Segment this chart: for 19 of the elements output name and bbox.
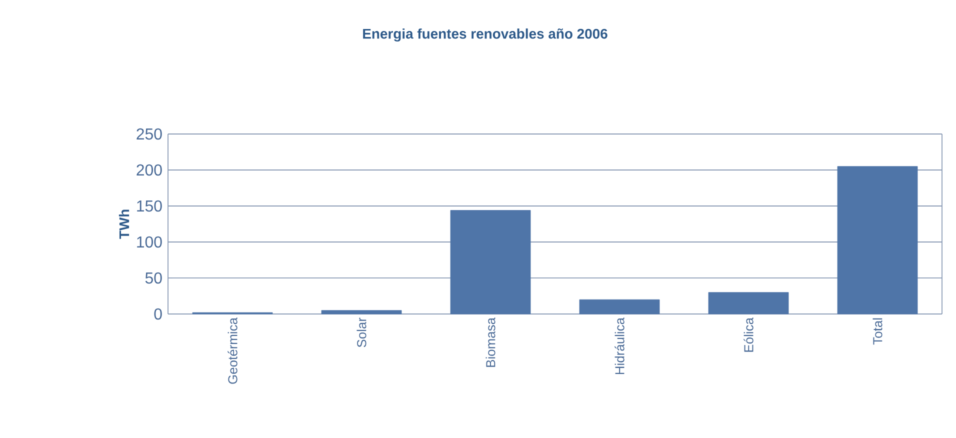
bar [450,210,531,314]
x-tick-label: Geotérmica [228,318,238,384]
x-tick-label: Hidráulica [614,318,624,374]
y-tick-label: 250 [136,128,162,140]
y-tick-label: 200 [136,164,162,176]
x-tick-label: Eólica [744,318,754,352]
y-tick-label: 100 [137,236,162,248]
y-tick-label: 0 [154,308,162,320]
x-tick-label: Biomasa [486,318,496,367]
bar [708,292,789,314]
y-tick-label: 150 [137,200,162,212]
y-tick-label: 50 [145,272,162,284]
bar [579,299,660,314]
bar [321,310,402,314]
y-axis-title: TWh [118,210,130,239]
chart-title: Energia fuentes renovables año 2006 [363,28,608,42]
x-tick-label: Total [872,318,882,345]
x-tick-label: Solar [356,318,366,348]
bar [837,166,918,314]
